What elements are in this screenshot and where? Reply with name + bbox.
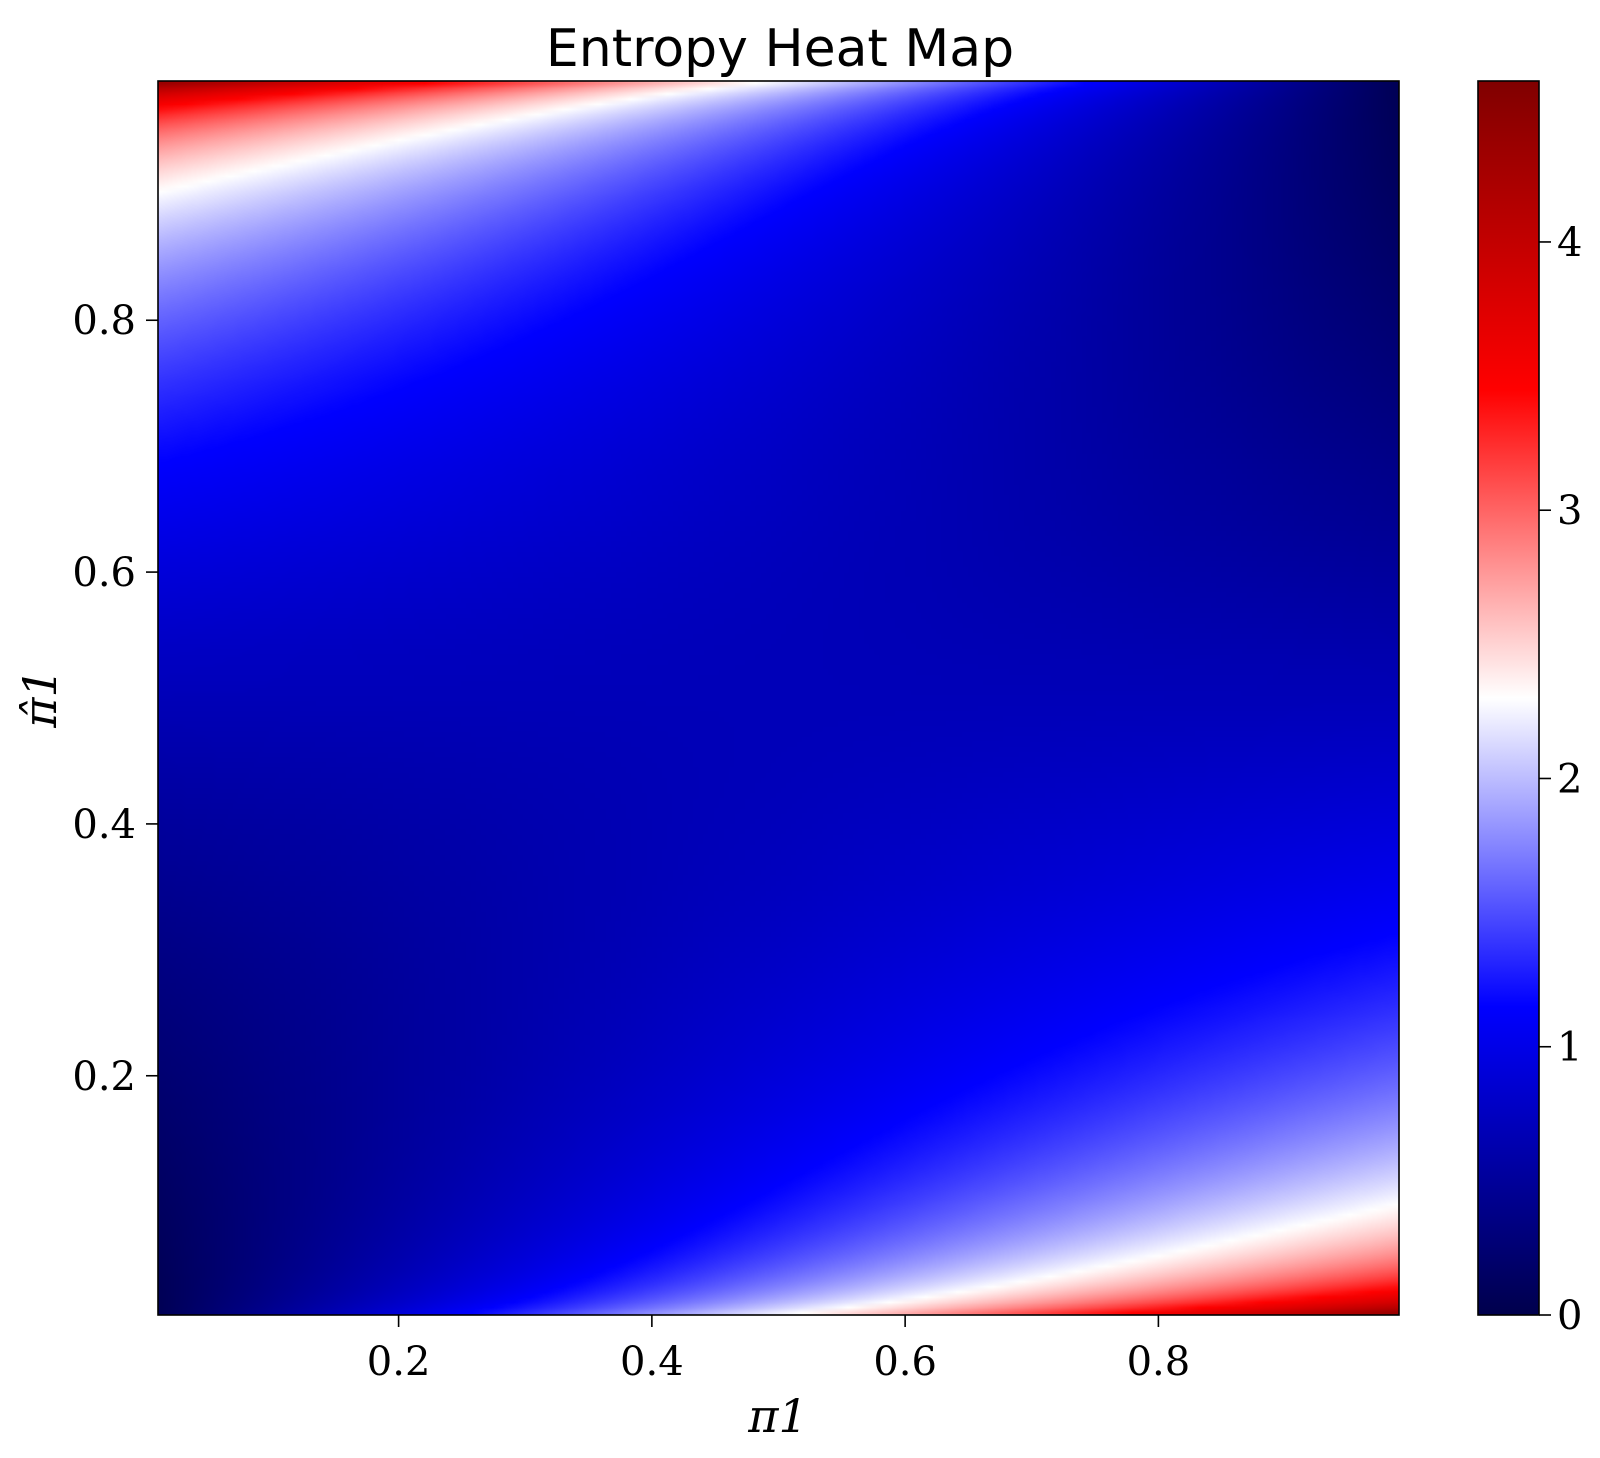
colorbar-tick-label: 4: [1557, 220, 1582, 266]
colorbar-ticks: 0 1 2 3 4: [1539, 220, 1582, 1339]
x-axis-ticks: 0.2 0.4 0.6 0.8: [367, 1315, 1190, 1385]
x-tick-label: 0.2: [367, 1339, 431, 1385]
heatmap-plot-area: [158, 81, 1399, 1315]
y-axis-ticks: 0.2 0.4 0.6 0.8: [72, 298, 158, 1100]
plot-frame: [157, 80, 1400, 1316]
x-tick-label: 0.6: [873, 1339, 937, 1385]
x-tick-label: 0.8: [1127, 1339, 1191, 1385]
colorbar-tick-label: 1: [1557, 1025, 1582, 1071]
y-tick-label: 0.4: [72, 802, 136, 848]
colorbar-tick-label: 2: [1557, 756, 1582, 802]
heatmap-image: [158, 81, 1399, 1315]
chart-title: Entropy Heat Map: [546, 19, 1014, 79]
colorbar-tick-label: 3: [1557, 488, 1582, 534]
x-tick-label: 0.4: [620, 1339, 684, 1385]
y-tick-label: 0.6: [72, 550, 136, 596]
colorbar: [1477, 80, 1540, 1316]
y-tick-label: 0.2: [72, 1054, 136, 1100]
y-tick-label: 0.8: [72, 298, 136, 344]
x-axis-label: π1: [747, 1389, 808, 1443]
y-axis-label: π̂1: [13, 668, 67, 729]
colorbar-tick-label: 0: [1557, 1293, 1582, 1339]
